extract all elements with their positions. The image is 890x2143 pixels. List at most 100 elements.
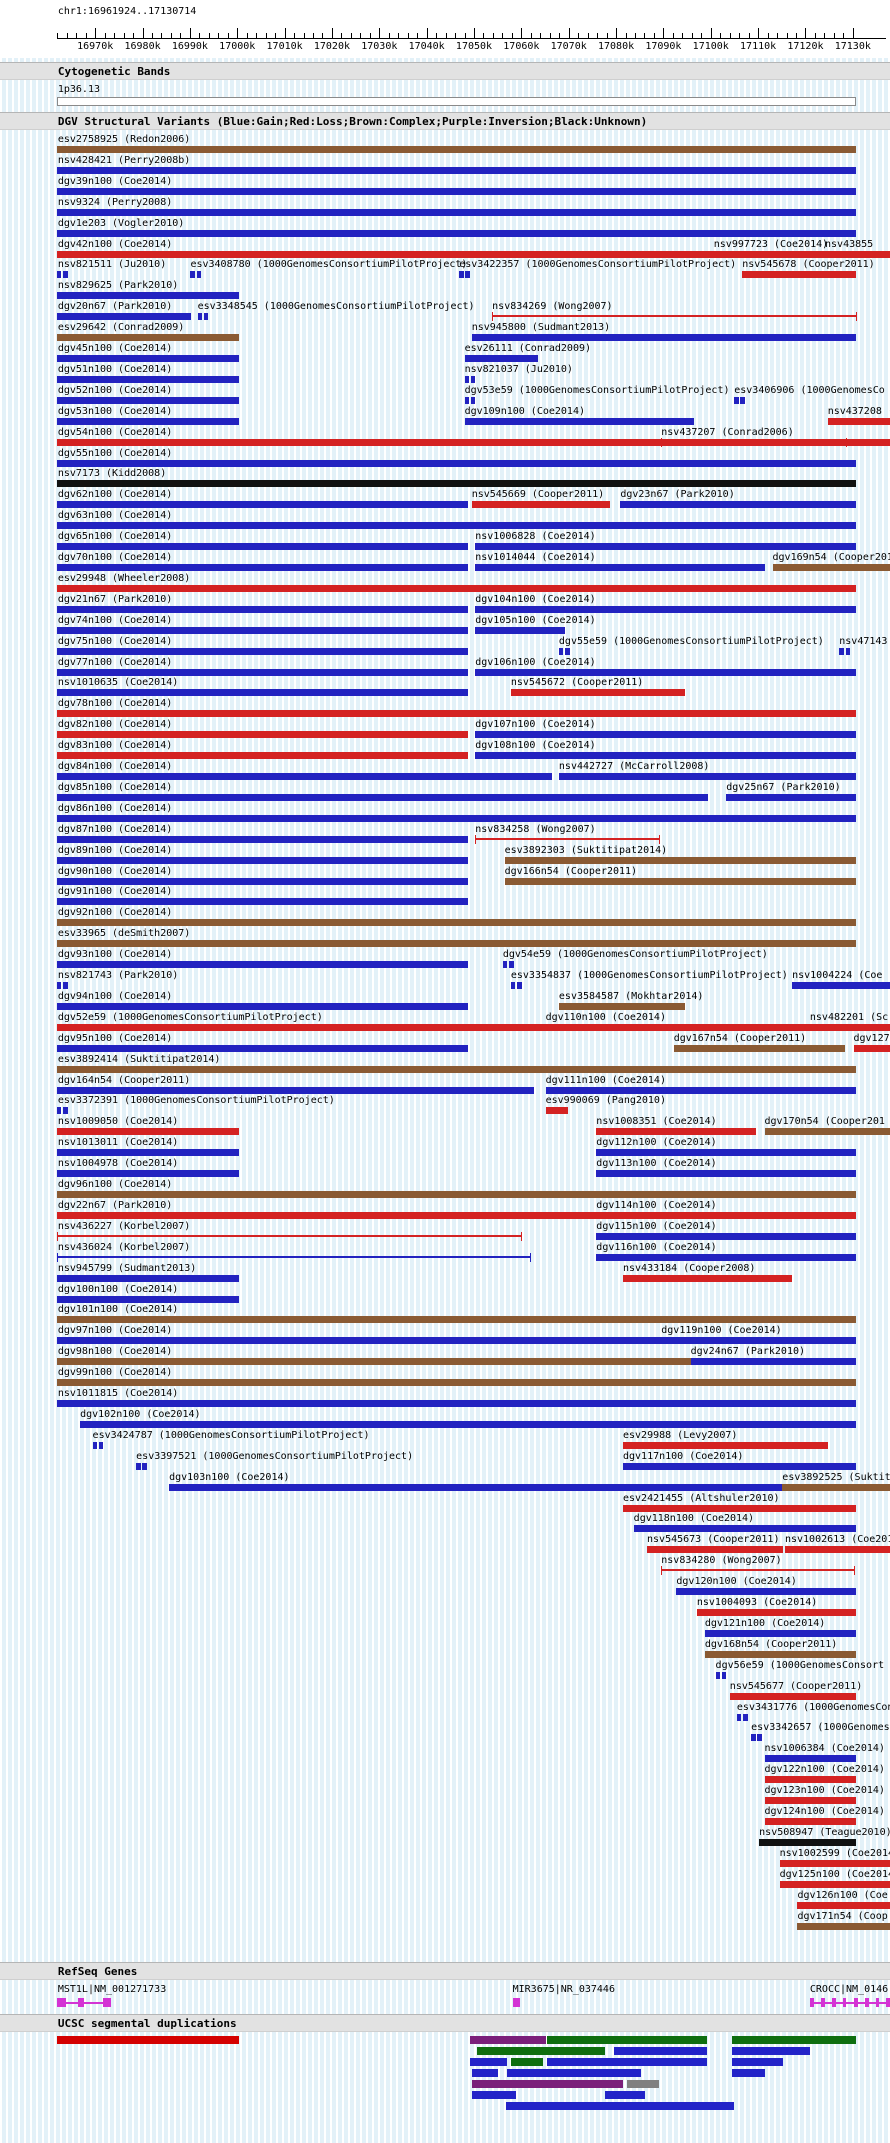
variant-label[interactable]: dgv168n54 (Cooper2011) <box>704 1638 838 1650</box>
variant-bar[interactable] <box>673 1044 846 1052</box>
variant-bar[interactable] <box>545 1023 801 1031</box>
variant-label[interactable]: dgv106n100 (Coe2014) <box>475 656 596 668</box>
variant-label[interactable]: esv3431776 (1000GenomesCon <box>736 1701 890 1713</box>
variant-glyph[interactable] <box>757 1734 762 1742</box>
variant-label[interactable]: dgv102n100 (Coe2014) <box>80 1408 201 1420</box>
variant-label[interactable]: esv3424787 (1000GenomesConsortiumPilotPr… <box>92 1429 370 1441</box>
segdup-bar[interactable] <box>547 2058 707 2066</box>
variant-bar[interactable] <box>56 1086 534 1094</box>
variant-bar[interactable] <box>510 689 686 697</box>
variant-bar[interactable] <box>623 1462 857 1470</box>
variant-bar[interactable] <box>56 355 239 362</box>
segdup-bar[interactable] <box>732 2058 784 2066</box>
variant-label[interactable]: dgv70n100 (Coe2014) <box>57 552 173 563</box>
variant-glyph[interactable] <box>558 647 564 655</box>
variant-label[interactable]: dgv20n67 (Park2010) <box>57 301 173 313</box>
variant-label[interactable]: nsv1013011 (Coe2014) <box>57 1137 179 1149</box>
variant-label[interactable]: nsv834258 (Wong2007) <box>475 823 596 835</box>
variant-bar[interactable] <box>56 313 192 321</box>
variant-span-line[interactable] <box>56 1255 530 1258</box>
variant-glyph[interactable] <box>136 1462 141 1470</box>
variant-label[interactable]: dgv127 <box>853 1032 890 1044</box>
variant-bar[interactable] <box>623 1504 857 1512</box>
variant-label[interactable]: nsv834280 (Wong2007) <box>661 1555 782 1567</box>
variant-label[interactable]: dgv104n100 (Coe2014) <box>475 593 596 605</box>
variant-bar[interactable] <box>726 793 857 801</box>
variant-bar[interactable] <box>56 814 857 822</box>
variant-bar[interactable] <box>464 355 539 362</box>
variant-bar[interactable] <box>56 417 239 425</box>
variant-label[interactable]: esv3422357 (1000GenomesConsortiumPilotPr… <box>459 259 737 271</box>
variant-bar[interactable] <box>784 1546 890 1554</box>
variant-label[interactable]: nsv433184 (Cooper2008) <box>623 1262 756 1274</box>
variant-label[interactable]: nsv437208 (C <box>827 405 890 417</box>
variant-bar[interactable] <box>56 1211 857 1219</box>
variant-bar[interactable] <box>825 250 890 258</box>
variant-label[interactable]: dgv74n100 (Coe2014) <box>57 614 173 626</box>
gene-exon[interactable] <box>842 1998 847 2007</box>
variant-label[interactable]: dgv170n54 (Cooper201 <box>764 1116 885 1128</box>
variant-label[interactable]: dgv25n67 (Park2010) <box>726 781 841 793</box>
variant-glyph[interactable] <box>196 271 202 279</box>
variant-span-line[interactable] <box>661 1569 855 1572</box>
segdup-bar[interactable] <box>732 2036 857 2044</box>
variant-bar[interactable] <box>56 166 857 174</box>
variant-bar[interactable] <box>475 626 566 634</box>
segdup-bar[interactable] <box>732 2047 810 2055</box>
variant-bar[interactable] <box>56 543 469 551</box>
variant-bar[interactable] <box>558 1002 686 1010</box>
variant-bar[interactable] <box>475 564 766 571</box>
variant-bar[interactable] <box>56 1295 239 1303</box>
variant-label[interactable]: dgv54e59 (1000GenomesConsortiumPilotProj… <box>502 949 768 961</box>
variant-bar[interactable] <box>764 1776 857 1784</box>
cytoband-label[interactable]: 1p36.13 <box>57 84 100 95</box>
variant-label[interactable]: dgv92n100 (Coe2014) <box>57 907 173 919</box>
variant-span-line[interactable] <box>661 440 846 443</box>
variant-glyph[interactable] <box>734 396 739 404</box>
variant-bar[interactable] <box>676 1588 857 1596</box>
variant-label[interactable]: esv29988 (Levy2007) <box>623 1429 738 1441</box>
variant-bar[interactable] <box>56 626 469 634</box>
variant-bar[interactable] <box>782 1483 890 1491</box>
variant-label[interactable]: esv2758925 (Redon2006) <box>57 134 191 145</box>
variant-bar[interactable] <box>809 1023 890 1031</box>
variant-label[interactable]: dgv171n54 (Coop <box>797 1910 888 1922</box>
variant-label[interactable]: nsv545672 (Cooper2011) <box>510 677 644 689</box>
variant-label[interactable]: dgv114n100 (Coe2014) <box>596 1199 717 1211</box>
variant-bar[interactable] <box>56 1316 857 1324</box>
variant-label[interactable]: esv3397521 (1000GenomesConsortiumPilotPr… <box>136 1450 414 1462</box>
variant-label[interactable]: nsv545677 (Cooper2011) <box>729 1680 863 1692</box>
variant-glyph[interactable] <box>56 1107 62 1115</box>
variant-bar[interactable] <box>827 417 890 425</box>
variant-label[interactable]: dgv75n100 (Coe2014) <box>57 635 173 647</box>
variant-bar[interactable] <box>56 396 239 404</box>
variant-bar[interactable] <box>56 856 469 864</box>
variant-bar[interactable] <box>596 1170 857 1178</box>
variant-label[interactable]: dgv166n54 (Cooper2011) <box>504 865 638 877</box>
variant-bar[interactable] <box>56 292 239 300</box>
variant-bar[interactable] <box>56 1149 239 1157</box>
variant-label[interactable]: dgv83n100 (Coe2014) <box>57 740 173 752</box>
variant-bar[interactable] <box>56 375 239 383</box>
variant-bar[interactable] <box>56 1379 857 1387</box>
segdup-bar[interactable] <box>507 2069 641 2077</box>
variant-bar[interactable] <box>596 1128 757 1136</box>
variant-label[interactable]: nsv442727 (McCarroll2008) <box>558 761 710 772</box>
variant-label[interactable]: nsv821511 (Ju2010) <box>57 259 167 271</box>
variant-label[interactable]: nsv1006384 (Coe2014) <box>764 1743 885 1755</box>
variant-bar[interactable] <box>56 459 857 467</box>
segdup-bar[interactable] <box>505 2102 735 2110</box>
variant-bar[interactable] <box>56 334 239 342</box>
variant-bar[interactable] <box>471 334 857 342</box>
variant-label[interactable]: esv3348545 (1000GenomesConsortiumPilotPr… <box>197 301 475 313</box>
variant-label[interactable]: dgv55e59 (1000GenomesConsortiumPilotProj… <box>558 635 824 647</box>
variant-label[interactable]: dgv62n100 (Coe2014) <box>57 489 173 501</box>
variant-bar[interactable] <box>56 229 857 237</box>
variant-glyph[interactable] <box>743 1713 748 1721</box>
variant-bar[interactable] <box>558 773 857 780</box>
variant-glyph[interactable] <box>502 961 508 969</box>
gene-label[interactable]: MST1L|NM_001271733 <box>57 1984 167 1995</box>
variant-bar[interactable] <box>56 564 469 571</box>
variant-label[interactable]: dgv111n100 (Coe2014) <box>545 1074 666 1086</box>
variant-glyph[interactable] <box>464 396 470 404</box>
